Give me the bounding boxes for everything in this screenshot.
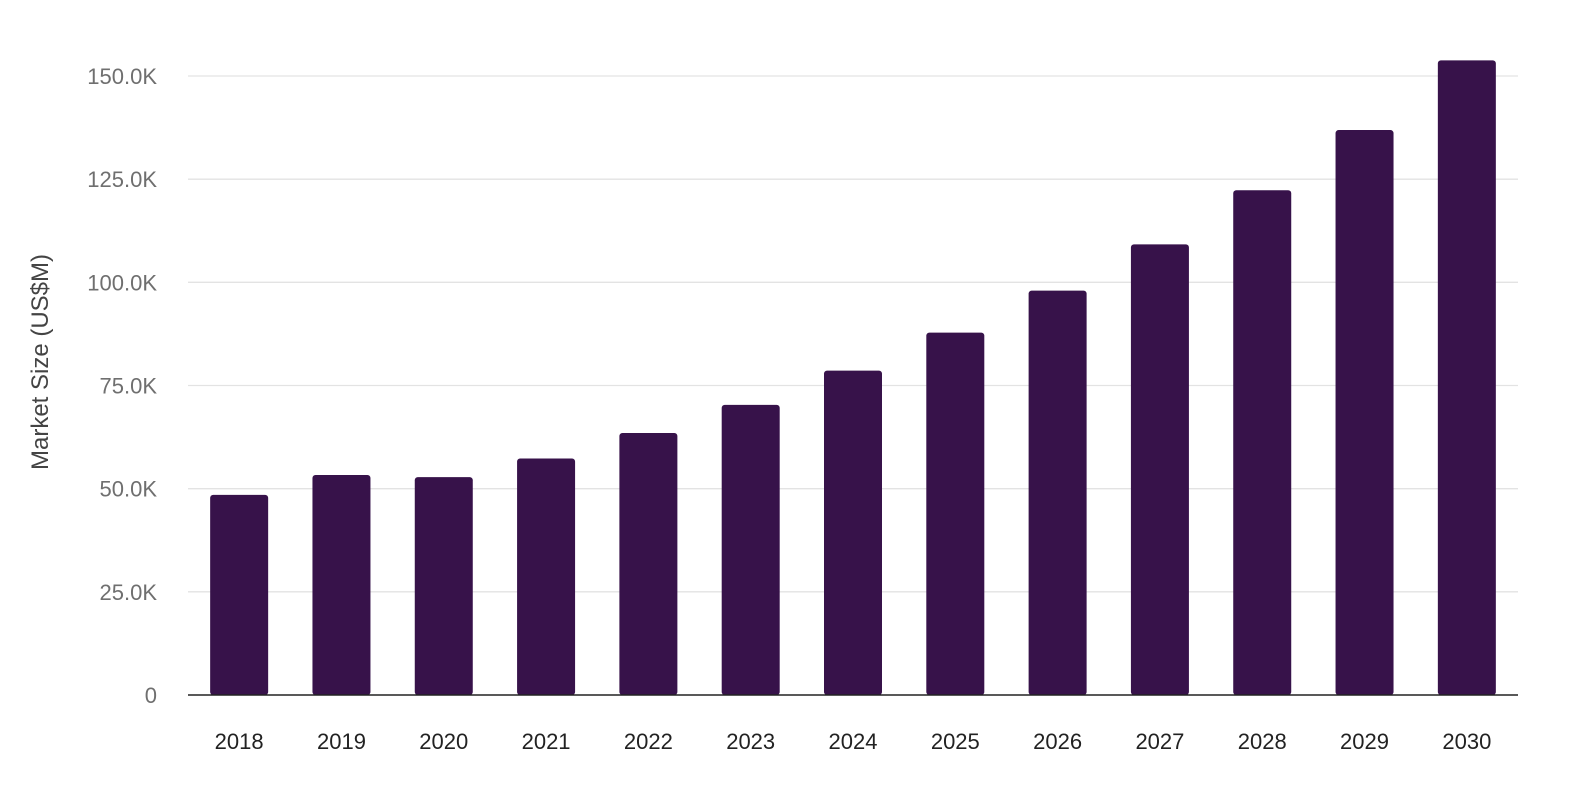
- x-tick-label-2027: 2027: [1135, 729, 1184, 754]
- bar-2021: [517, 458, 576, 695]
- x-tick-label-2022: 2022: [624, 729, 673, 754]
- bar-2029: [1335, 130, 1394, 695]
- bar-2027: [1130, 244, 1189, 696]
- y-tick-label: 50.0K: [100, 477, 158, 502]
- x-tick-label-2019: 2019: [317, 729, 366, 754]
- x-tick-label-2026: 2026: [1033, 729, 1082, 754]
- x-tick-label-2024: 2024: [829, 729, 878, 754]
- bar-2024: [824, 370, 882, 695]
- bar-layer: [210, 60, 1496, 696]
- y-axis-title: Market Size (US$M): [27, 254, 54, 470]
- bar-2022: [619, 432, 678, 695]
- bar-2023: [721, 404, 780, 695]
- y-axis: 0 25.0K 50.0K 75.0K 100.0K 125.0K 150.0K: [87, 64, 157, 708]
- y-tick-label: 125.0K: [87, 167, 157, 192]
- bar-2018: [210, 494, 269, 695]
- x-tick-label-2030: 2030: [1442, 729, 1491, 754]
- y-tick-label: 0: [145, 683, 157, 708]
- x-tick-label-2020: 2020: [419, 729, 468, 754]
- y-tick-label: 25.0K: [100, 580, 158, 605]
- bar-2020: [414, 477, 473, 695]
- y-tick-label: 75.0K: [100, 374, 158, 399]
- x-tick-label-2028: 2028: [1238, 729, 1287, 754]
- x-axis: 2018 2019 2020 2021 2022 2023 2024 2025 2026 2027…: [188, 694, 1518, 754]
- x-tick-label-2021: 2021: [522, 729, 571, 754]
- bar-2025: [926, 332, 985, 695]
- bar-2026: [1028, 290, 1087, 695]
- x-tick-label-2023: 2023: [726, 729, 775, 754]
- bar-2028: [1233, 190, 1292, 696]
- x-tick-label-2029: 2029: [1340, 729, 1389, 754]
- bar-2019: [312, 475, 371, 695]
- y-tick-label: 100.0K: [87, 270, 157, 295]
- x-tick-label-2025: 2025: [931, 729, 980, 754]
- x-tick-label-2018: 2018: [215, 729, 264, 754]
- y-tick-label: 150.0K: [87, 64, 157, 89]
- bar-2030: [1437, 60, 1496, 696]
